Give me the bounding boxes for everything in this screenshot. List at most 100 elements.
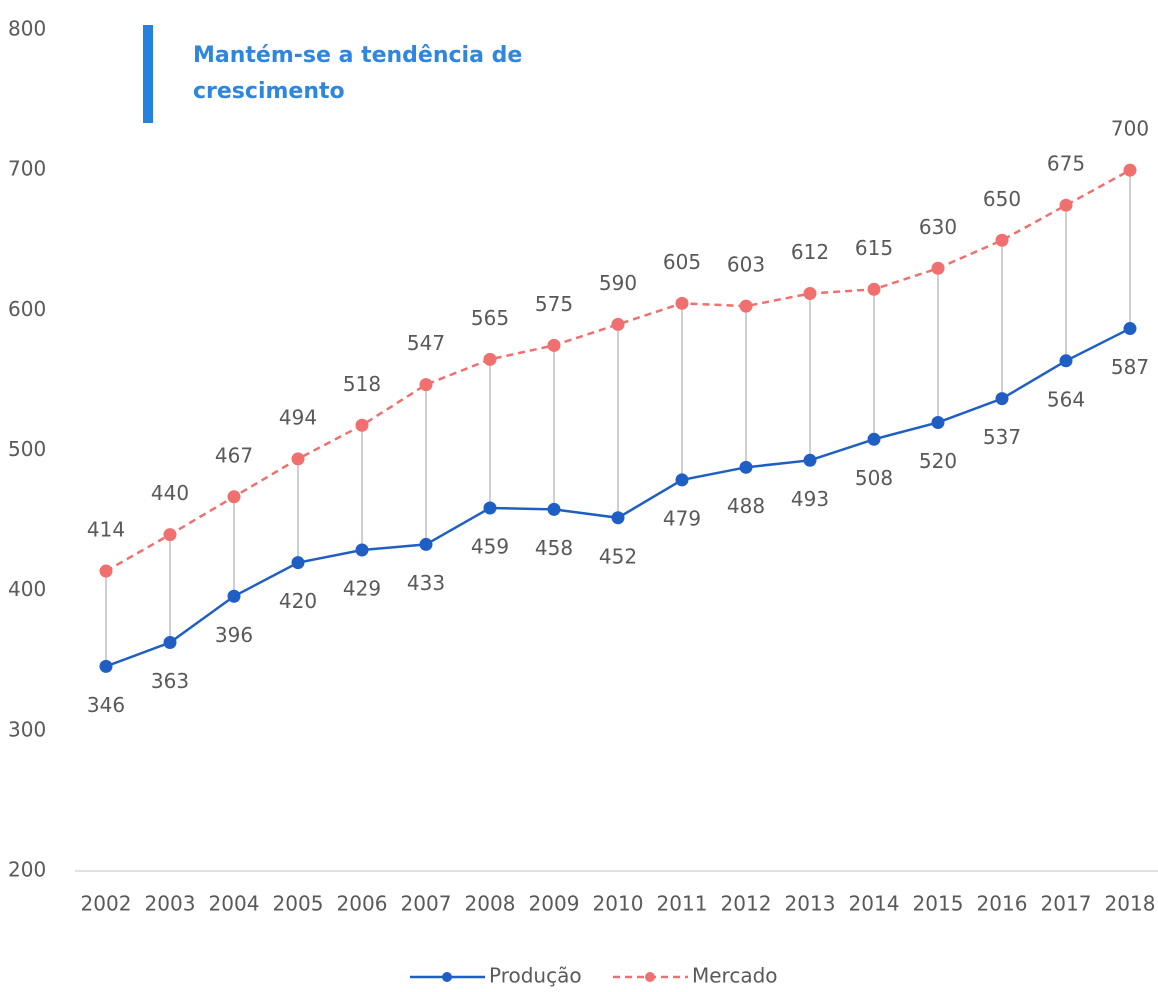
legend-marker: [442, 972, 452, 982]
x-tick-label: 2016: [977, 892, 1028, 916]
point: [547, 338, 561, 352]
data-label: 494: [279, 405, 317, 429]
data-label: 603: [727, 253, 765, 277]
point: [547, 502, 561, 516]
point: [1059, 198, 1073, 212]
point: [803, 453, 817, 467]
x-tick-label: 2002: [81, 892, 132, 916]
x-tick-label: 2007: [401, 892, 452, 916]
point: [739, 460, 753, 474]
x-tick-label: 2006: [337, 892, 388, 916]
point: [1059, 354, 1073, 368]
point: [611, 511, 625, 525]
data-label: 452: [599, 544, 637, 568]
data-label: 575: [535, 292, 573, 316]
x-tick-label: 2011: [657, 892, 708, 916]
x-tick-label: 2010: [593, 892, 644, 916]
data-label: 590: [599, 271, 637, 295]
point: [163, 528, 177, 542]
point: [291, 556, 305, 570]
point: [931, 261, 945, 275]
data-label: 346: [87, 693, 125, 717]
data-label: 440: [151, 481, 189, 505]
point: [419, 378, 433, 392]
data-label: 508: [855, 466, 893, 490]
data-label: 630: [919, 215, 957, 239]
data-label: 700: [1111, 117, 1149, 141]
legend-label: Mercado: [692, 964, 778, 988]
data-label: 493: [791, 487, 829, 511]
point: [675, 473, 689, 487]
y-tick-label: 700: [8, 157, 46, 181]
point: [355, 543, 369, 557]
x-tick-label: 2012: [721, 892, 772, 916]
data-label: 518: [343, 372, 381, 396]
point: [611, 317, 625, 331]
data-label: 615: [855, 236, 893, 260]
point: [291, 452, 305, 466]
data-label: 488: [727, 494, 765, 518]
y-tick-label: 400: [8, 577, 46, 601]
x-tick-label: 2017: [1041, 892, 1092, 916]
data-label: 565: [471, 306, 509, 330]
point: [931, 415, 945, 429]
y-tick-label: 800: [8, 17, 46, 41]
data-label: 650: [983, 187, 1021, 211]
y-tick-label: 200: [8, 858, 46, 882]
x-tick-label: 2018: [1105, 892, 1156, 916]
data-label: 537: [983, 425, 1021, 449]
data-label: 429: [343, 577, 381, 601]
x-tick-label: 2004: [209, 892, 260, 916]
point: [419, 537, 433, 551]
point: [675, 296, 689, 310]
data-label: 420: [279, 589, 317, 613]
point: [995, 392, 1009, 406]
legend-marker: [645, 972, 655, 982]
point: [739, 299, 753, 313]
point: [355, 418, 369, 432]
data-label: 396: [215, 623, 253, 647]
series-line: [105, 169, 1131, 573]
x-tick-label: 2014: [849, 892, 900, 916]
point: [483, 501, 497, 515]
data-label: 675: [1047, 152, 1085, 176]
data-label: 467: [215, 443, 253, 467]
point: [227, 490, 241, 504]
point: [163, 636, 177, 650]
point: [483, 352, 497, 366]
point: [867, 282, 881, 296]
x-tick-label: 2009: [529, 892, 580, 916]
data-label: 479: [663, 506, 701, 530]
x-tick-label: 2013: [785, 892, 836, 916]
point: [1123, 322, 1137, 336]
data-label: 587: [1111, 355, 1149, 379]
point: [227, 589, 241, 603]
point: [867, 432, 881, 446]
x-tick-label: 2003: [145, 892, 196, 916]
point: [99, 659, 113, 673]
y-tick-label: 500: [8, 437, 46, 461]
y-tick-label: 600: [8, 297, 46, 321]
point: [803, 287, 817, 301]
data-label: 612: [791, 240, 829, 264]
point: [995, 233, 1009, 247]
data-label: 458: [535, 536, 573, 560]
legend-label: Produção: [489, 964, 582, 988]
chart-title: Mantém-se a tendência de crescimento: [193, 43, 523, 104]
data-label: 520: [919, 449, 957, 473]
data-label: 414: [87, 518, 125, 542]
point: [1123, 163, 1137, 177]
point: [99, 564, 113, 578]
x-tick-label: 2005: [273, 892, 324, 916]
data-label: 605: [663, 250, 701, 274]
data-label: 363: [151, 669, 189, 693]
y-tick-label: 300: [8, 717, 46, 741]
data-label: 564: [1047, 387, 1085, 411]
data-label: 459: [471, 534, 509, 558]
x-tick-label: 2008: [465, 892, 516, 916]
title-accent: [143, 25, 153, 123]
data-label: 433: [407, 571, 445, 595]
x-tick-label: 2015: [913, 892, 964, 916]
